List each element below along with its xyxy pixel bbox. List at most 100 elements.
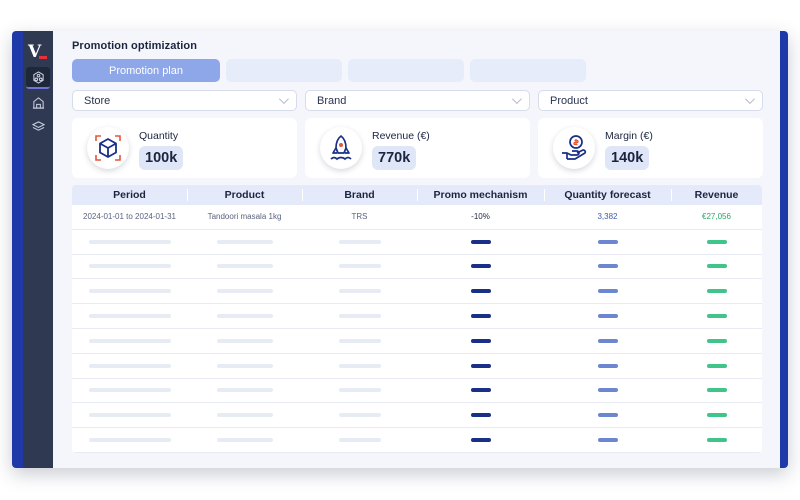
table-row[interactable]: 2024-01-01 to 2024-01-31 Tandoori masala… [72, 205, 762, 230]
placeholder-cell [671, 354, 762, 378]
sidebar-item-building[interactable] [26, 91, 50, 113]
kpi-label: Quantity [139, 130, 179, 142]
skeleton-bar [216, 363, 273, 368]
chevron-down-icon [511, 94, 522, 105]
product-select-label: Product [550, 94, 588, 107]
skeleton-bar [216, 289, 273, 294]
placeholder-cell [302, 379, 417, 403]
table-row-placeholder[interactable] [72, 403, 762, 429]
skeleton-bar [706, 388, 727, 393]
placeholder-cell [72, 379, 187, 403]
placeholder-cell [544, 279, 671, 303]
skeleton-bar [88, 239, 171, 244]
column-header-brand[interactable]: Brand [302, 185, 417, 205]
skeleton-bar [597, 388, 618, 393]
placeholder-cell [671, 379, 762, 403]
table-row-placeholder[interactable] [72, 255, 762, 280]
skeleton-bar [338, 338, 381, 343]
logo-dash [39, 56, 47, 59]
skeleton-bar [470, 338, 491, 343]
brand-select[interactable]: Brand [305, 90, 530, 111]
brand-select-label: Brand [317, 94, 347, 107]
tab-3[interactable] [348, 59, 464, 82]
column-header-promo-mechanism[interactable]: Promo mechanism [417, 185, 544, 205]
skeleton-bar [88, 314, 171, 319]
building-icon [32, 96, 44, 109]
kpi-card-quantity: Quantity 100k [72, 118, 297, 178]
kpi-row: Quantity 100k Revenue (€) 770k [72, 118, 763, 178]
column-header-period[interactable]: Period [113, 189, 146, 201]
cell-promo-mechanism: -10% [471, 212, 490, 222]
skeleton-bar [597, 289, 618, 294]
skeleton-bar [88, 264, 171, 269]
placeholder-cell [187, 230, 302, 254]
placeholder-cell [671, 279, 762, 303]
placeholder-cell [302, 279, 417, 303]
tab-4[interactable] [470, 59, 586, 82]
skeleton-bar [470, 363, 491, 368]
sidebar-item-layers[interactable] [26, 115, 50, 137]
skeleton-bar [88, 363, 171, 368]
table-row-placeholder[interactable] [72, 379, 762, 404]
placeholder-cell [72, 304, 187, 328]
placeholder-cell [187, 329, 302, 353]
placeholder-cell [417, 354, 544, 378]
placeholder-cell [302, 354, 417, 378]
placeholder-cell [187, 379, 302, 403]
placeholder-cell [302, 428, 417, 452]
table-row-placeholder[interactable] [72, 279, 762, 305]
kpi-card-revenue: Revenue (€) 770k [305, 118, 530, 178]
placeholder-cell [72, 354, 187, 378]
cell-quantity-forecast: 3,382 [597, 212, 618, 222]
skeleton-bar [706, 264, 727, 269]
skeleton-bar [597, 314, 618, 319]
app-window: V Promotion optimization Promotion plan [12, 31, 788, 468]
skeleton-bar [338, 363, 381, 368]
placeholder-cell [671, 329, 762, 353]
column-header-quantity-forecast[interactable]: Quantity forecast [544, 185, 671, 205]
store-select-label: Store [84, 94, 111, 107]
placeholder-cell [187, 403, 302, 427]
page-title: Promotion optimization [72, 40, 198, 52]
table-row-placeholder[interactable] [72, 428, 762, 453]
column-header-product[interactable]: Product [187, 185, 302, 205]
placeholder-cell [671, 428, 762, 452]
table-row-placeholder[interactable] [72, 354, 762, 379]
placeholder-cell [417, 230, 544, 254]
sidebar-item-network[interactable] [26, 67, 50, 89]
placeholder-cell [187, 255, 302, 279]
tab-promotion-plan[interactable]: Promotion plan [72, 59, 220, 82]
table-row-placeholder[interactable] [72, 304, 762, 329]
skeleton-bar [470, 239, 491, 244]
product-select[interactable]: Product [538, 90, 763, 111]
skeleton-bar [597, 338, 618, 343]
chevron-down-icon [278, 94, 289, 105]
column-header-revenue[interactable]: Revenue [671, 185, 762, 205]
cell-product: Tandoori masala 1kg [207, 212, 282, 222]
app-logo[interactable]: V [26, 39, 50, 65]
table-row-placeholder[interactable] [72, 329, 762, 354]
placeholder-cell [302, 230, 417, 254]
table-row-placeholder[interactable] [72, 230, 762, 255]
skeleton-bar [216, 239, 273, 244]
placeholder-cell [417, 403, 544, 427]
placeholder-cell [544, 255, 671, 279]
skeleton-bar [470, 413, 491, 418]
placeholder-cell [302, 304, 417, 328]
rocket-icon [330, 135, 352, 161]
skeleton-bar [597, 239, 618, 244]
placeholder-cell [72, 279, 187, 303]
store-select[interactable]: Store [72, 90, 297, 111]
kpi-value: 100k [139, 146, 184, 170]
placeholder-cell [671, 230, 762, 254]
kpi-value: 770k [372, 146, 417, 170]
skeleton-bar [338, 289, 381, 294]
skeleton-bar [338, 239, 381, 244]
placeholder-cell [671, 255, 762, 279]
skeleton-bar [470, 388, 491, 393]
tab-bar: Promotion plan [72, 59, 586, 82]
tab-2[interactable] [226, 59, 342, 82]
skeleton-bar [706, 438, 727, 443]
table-header: Period Product Brand Promo mechanism Qua… [72, 185, 762, 205]
skeleton-bar [338, 264, 381, 269]
